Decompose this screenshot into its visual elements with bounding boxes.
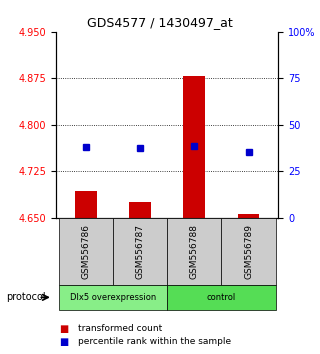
Bar xyxy=(167,218,221,285)
Text: GSM556788: GSM556788 xyxy=(190,224,199,279)
Bar xyxy=(167,285,276,310)
Text: Dlx5 overexpression: Dlx5 overexpression xyxy=(70,293,156,302)
Bar xyxy=(183,76,205,218)
Bar xyxy=(221,218,276,285)
Text: percentile rank within the sample: percentile rank within the sample xyxy=(78,337,232,346)
Text: protocol: protocol xyxy=(6,292,46,302)
Text: GSM556789: GSM556789 xyxy=(244,224,253,279)
Bar xyxy=(59,218,113,285)
Bar xyxy=(113,218,167,285)
Text: GSM556787: GSM556787 xyxy=(136,224,145,279)
Text: GSM556786: GSM556786 xyxy=(81,224,90,279)
Text: GDS4577 / 1430497_at: GDS4577 / 1430497_at xyxy=(87,16,233,29)
Text: ■: ■ xyxy=(59,324,68,333)
Bar xyxy=(75,191,97,218)
Text: transformed count: transformed count xyxy=(78,324,163,333)
Text: ■: ■ xyxy=(59,337,68,347)
Bar xyxy=(59,285,167,310)
Bar xyxy=(238,214,260,218)
Bar xyxy=(129,202,151,218)
Text: control: control xyxy=(207,293,236,302)
